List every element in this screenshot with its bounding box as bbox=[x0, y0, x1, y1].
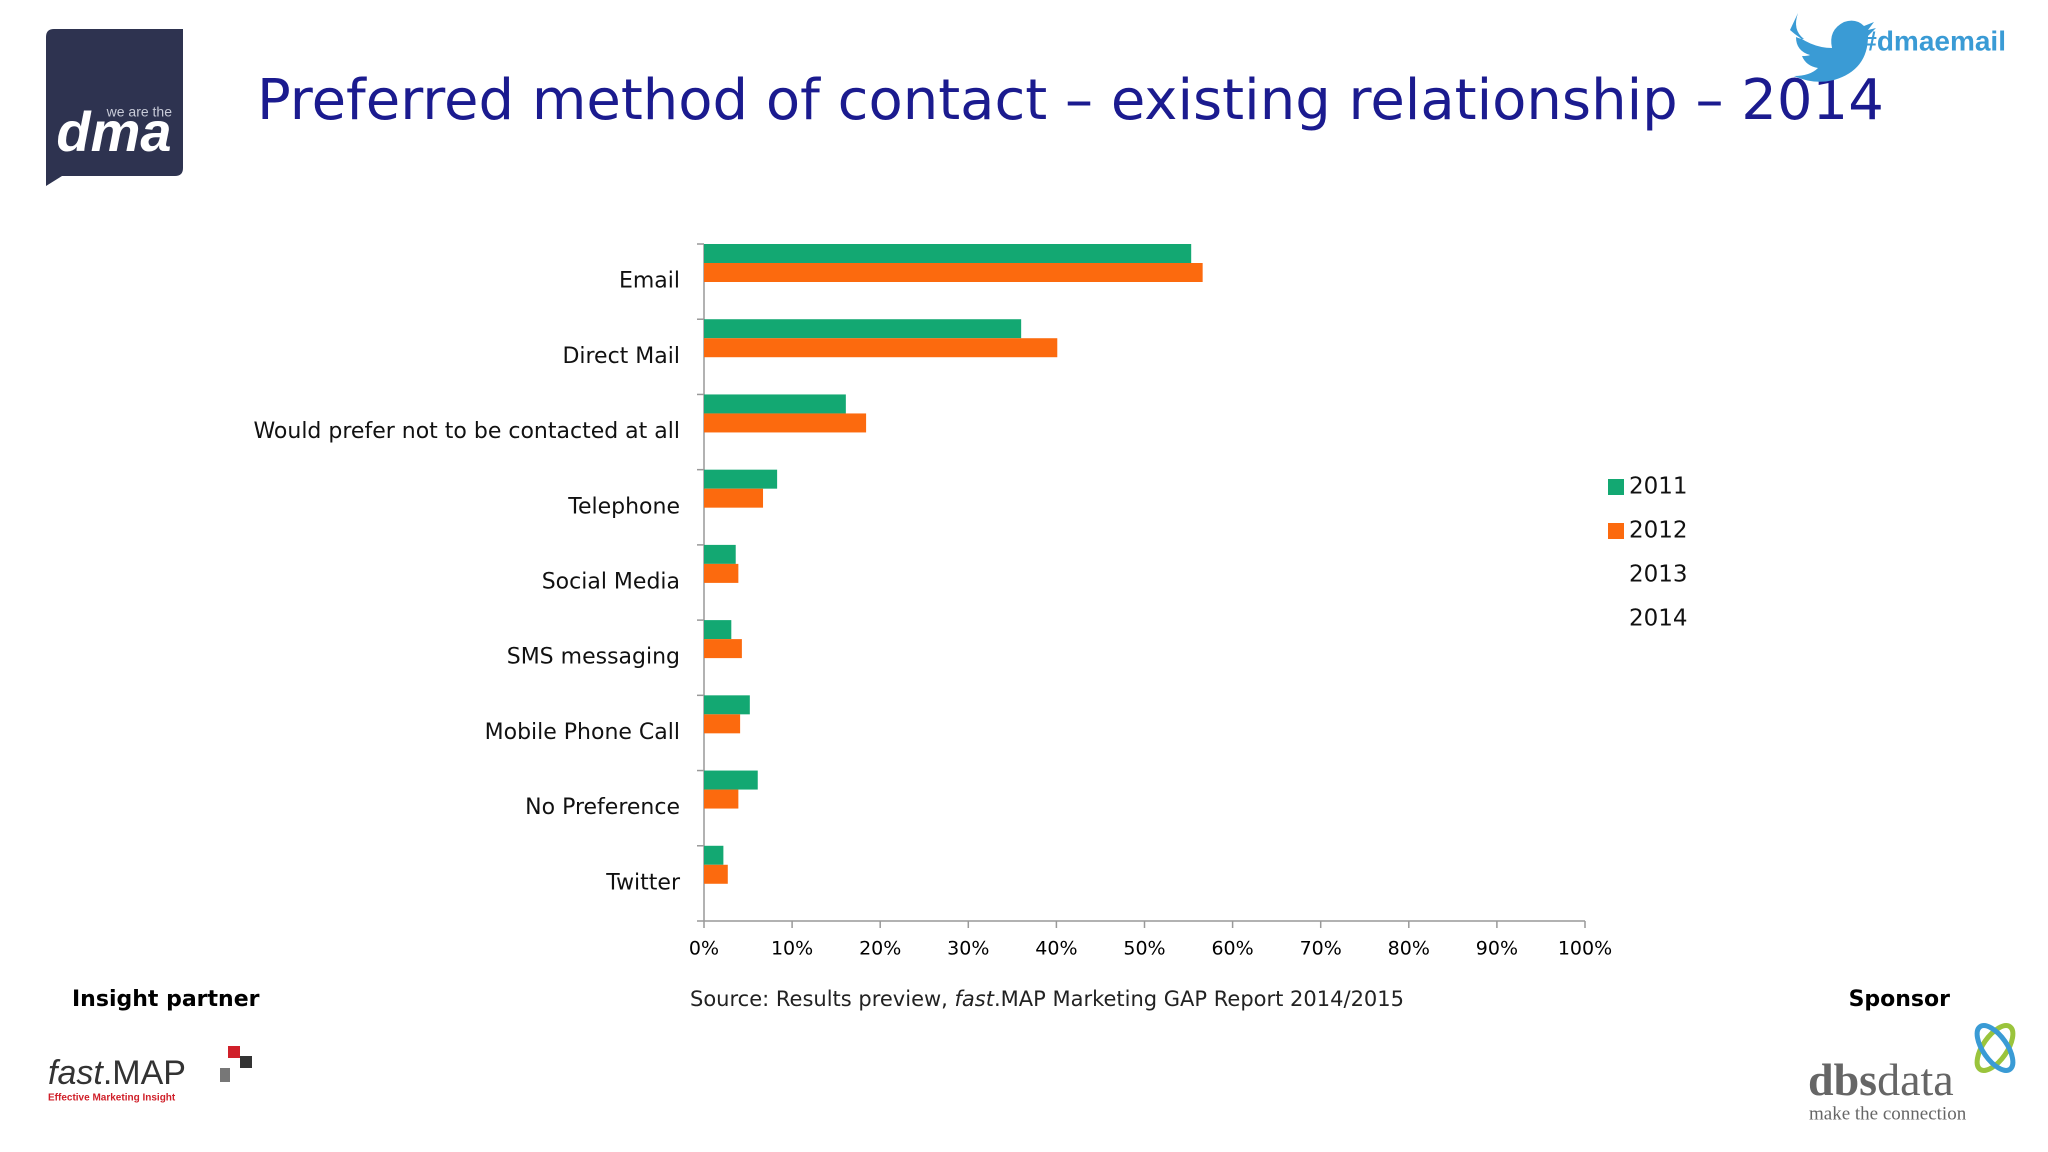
logo-tagline: we are the bbox=[106, 104, 173, 120]
x-tick-label: 20% bbox=[859, 938, 901, 960]
bar bbox=[704, 714, 741, 734]
bar bbox=[704, 413, 867, 433]
source-part: Source: Results preview, bbox=[690, 987, 955, 1011]
legend-swatch bbox=[1608, 567, 1624, 583]
bar bbox=[704, 695, 750, 715]
sponsor-mark bbox=[1974, 1023, 2016, 1073]
y-tick-label: Email bbox=[619, 269, 680, 294]
hashtag: #dmaemail bbox=[1861, 25, 2006, 56]
source-part: .MAP Marketing GAP Report 2014/2015 bbox=[994, 987, 1404, 1011]
bar bbox=[704, 469, 778, 489]
legend-label: 2012 bbox=[1629, 518, 1688, 544]
x-tick-label: 90% bbox=[1476, 938, 1518, 960]
legend-label: 2011 bbox=[1629, 474, 1688, 500]
x-tick-label: 50% bbox=[1123, 938, 1165, 960]
bar bbox=[704, 639, 742, 659]
sponsor-logo: dbsdata bbox=[1808, 1054, 1954, 1105]
x-tick-label: 70% bbox=[1300, 938, 1342, 960]
x-tick-label: 10% bbox=[771, 938, 813, 960]
bar bbox=[704, 488, 764, 508]
dma-logo bbox=[46, 29, 183, 186]
bar bbox=[704, 244, 1192, 263]
partner-logo: fast.MAP bbox=[48, 1054, 186, 1092]
legend-swatch bbox=[1608, 611, 1624, 627]
twitter-icon bbox=[1790, 13, 1876, 82]
y-tick-label: Would prefer not to be contacted at all bbox=[253, 419, 680, 444]
y-tick-label: Social Media bbox=[542, 570, 680, 595]
y-tick-label: Telephone bbox=[567, 494, 680, 519]
legend-label: 2014 bbox=[1629, 606, 1688, 632]
source-note: Source: Results preview, fast.MAP Market… bbox=[690, 987, 1404, 1011]
x-tick-label: 80% bbox=[1388, 938, 1430, 960]
legend-swatch bbox=[1608, 479, 1624, 495]
x-tick-label: 30% bbox=[947, 938, 989, 960]
bar bbox=[704, 845, 724, 865]
bar bbox=[704, 394, 846, 414]
logo-square bbox=[220, 1068, 230, 1082]
bar bbox=[704, 563, 739, 583]
y-tick-label: Direct Mail bbox=[562, 344, 680, 369]
x-tick-label: 0% bbox=[689, 938, 719, 960]
bar bbox=[704, 864, 728, 884]
y-tick-label: No Preference bbox=[525, 795, 680, 820]
bar bbox=[704, 263, 1203, 282]
y-tick-label: Twitter bbox=[605, 870, 681, 895]
logo-part: data bbox=[1877, 1054, 1954, 1105]
bar bbox=[704, 770, 758, 790]
sponsor-label: Sponsor bbox=[1849, 987, 1951, 1012]
sponsor-tagline: make the connection bbox=[1809, 1103, 1967, 1124]
bar bbox=[704, 789, 739, 809]
bar bbox=[704, 544, 736, 564]
legend-label: 2013 bbox=[1629, 562, 1688, 588]
legend-swatch bbox=[1608, 523, 1624, 539]
y-tick-label: Mobile Phone Call bbox=[485, 720, 680, 745]
logo-part: .MAP bbox=[103, 1054, 186, 1092]
x-tick-label: 60% bbox=[1211, 938, 1253, 960]
source-part: fast bbox=[955, 987, 995, 1011]
logo-part: fast bbox=[48, 1054, 104, 1092]
logo-part: dbs bbox=[1808, 1054, 1877, 1105]
logo-square bbox=[228, 1046, 240, 1058]
bar bbox=[704, 620, 732, 640]
bar bbox=[704, 319, 1022, 339]
y-tick-label: SMS messaging bbox=[507, 645, 680, 670]
insight-partner-label: Insight partner bbox=[72, 987, 260, 1012]
x-tick-label: 40% bbox=[1035, 938, 1077, 960]
chart-title: Preferred method of contact – existing r… bbox=[257, 68, 1884, 133]
x-tick-label: 100% bbox=[1558, 938, 1612, 960]
logo-square bbox=[240, 1056, 252, 1068]
bar bbox=[704, 338, 1058, 358]
partner-tagline: Effective Marketing Insight bbox=[48, 1093, 176, 1104]
sponsor-mark bbox=[1974, 1023, 2016, 1073]
logo-text: dma bbox=[56, 100, 171, 163]
